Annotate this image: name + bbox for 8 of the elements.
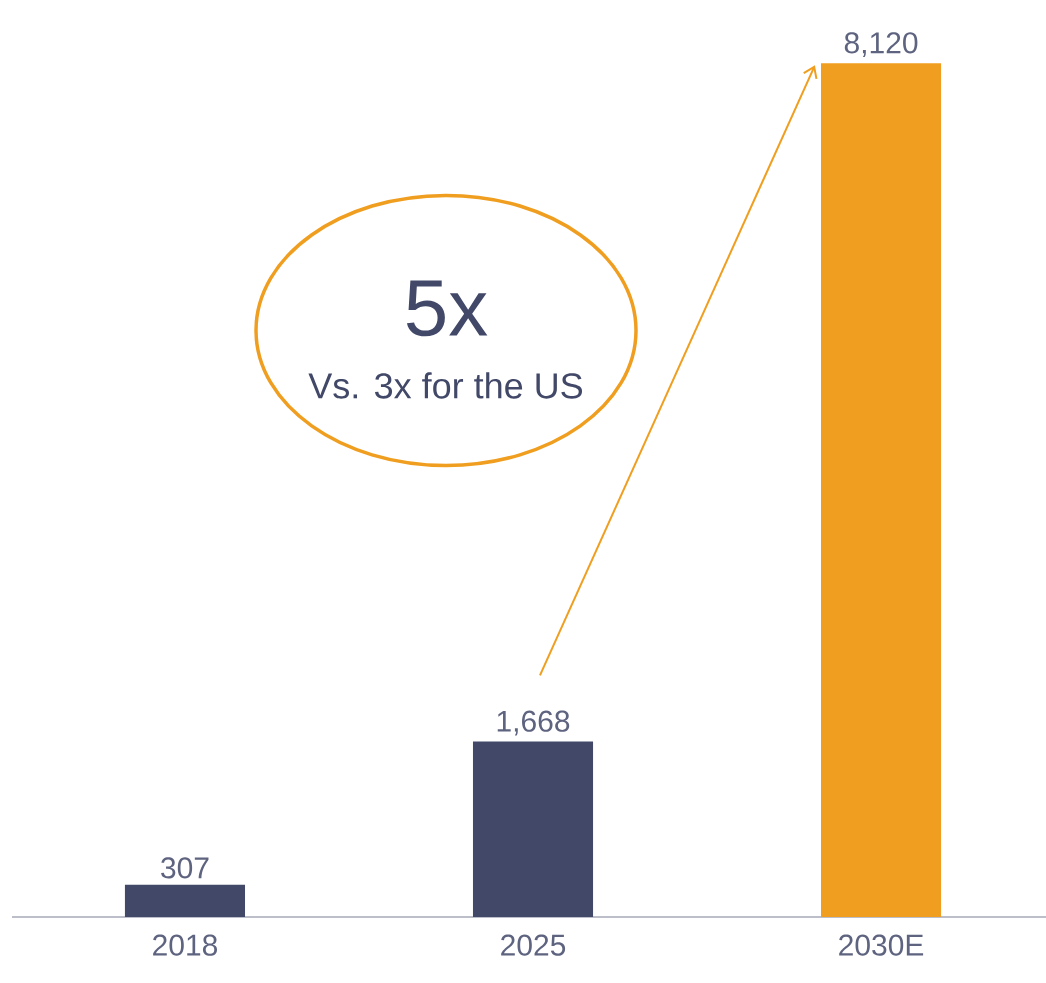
data-label: 8,120 xyxy=(844,32,918,57)
annotation: 5x xyxy=(406,280,488,337)
x-tick-label: 2030E xyxy=(839,934,924,956)
data-label: 1,668 xyxy=(497,710,570,736)
x-tick-label: 2018 xyxy=(153,934,218,956)
x-tick-label: 2025 xyxy=(501,934,566,956)
annotation: Vs. 3x for the US xyxy=(308,372,583,399)
data-label: 307 xyxy=(161,857,209,879)
